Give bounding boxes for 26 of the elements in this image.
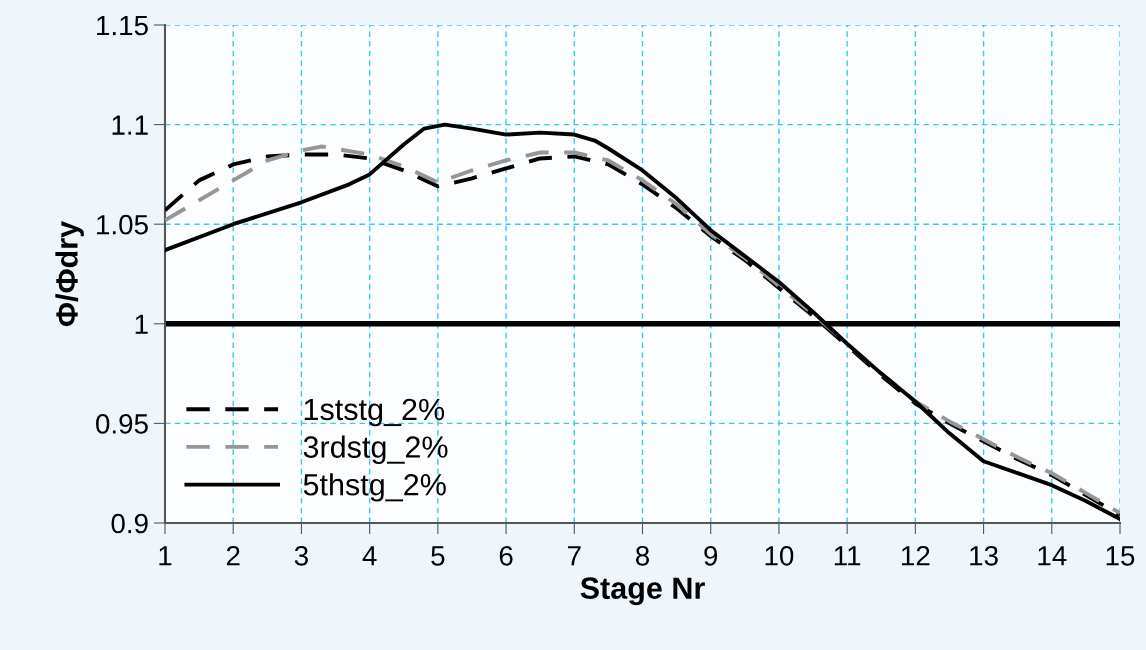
legend-label: 5thstg_2% (303, 473, 446, 502)
x-tick-label: 1 (159, 546, 172, 566)
x-tick-label: 2 (226, 545, 240, 566)
x-tick-label: 13 (970, 545, 998, 566)
y-tick-label: 0.95 (96, 414, 148, 434)
legend-label: 1ststg_2% (304, 398, 445, 427)
y-tick-label: 1.1 (112, 115, 148, 135)
x-tick-label: 4 (362, 546, 377, 566)
x-axis-title: Stage Nr (580, 577, 705, 606)
x-tick-label: 11 (834, 546, 861, 566)
y-tick-label: 1.05 (97, 214, 148, 235)
x-tick-label: 3 (294, 545, 308, 566)
x-tick-label: 9 (704, 545, 718, 566)
x-tick-label: 8 (635, 545, 650, 566)
x-tick-label: 10 (765, 545, 794, 566)
x-tick-label: 7 (567, 546, 581, 566)
y-axis-title: Φ/Φdry (55, 221, 84, 327)
x-tick-label: 5 (431, 546, 445, 566)
x-tick-label: 6 (499, 545, 513, 566)
legend-label: 3rdstg_2% (303, 435, 448, 464)
x-tick-label: 12 (902, 545, 930, 566)
x-tick-label: 14 (1038, 546, 1067, 566)
y-tick-label: 1 (135, 314, 148, 334)
y-tick-label: 0.9 (111, 513, 148, 534)
y-tick-label: 1.15 (97, 15, 148, 36)
x-tick-label: 15 (1106, 546, 1135, 566)
